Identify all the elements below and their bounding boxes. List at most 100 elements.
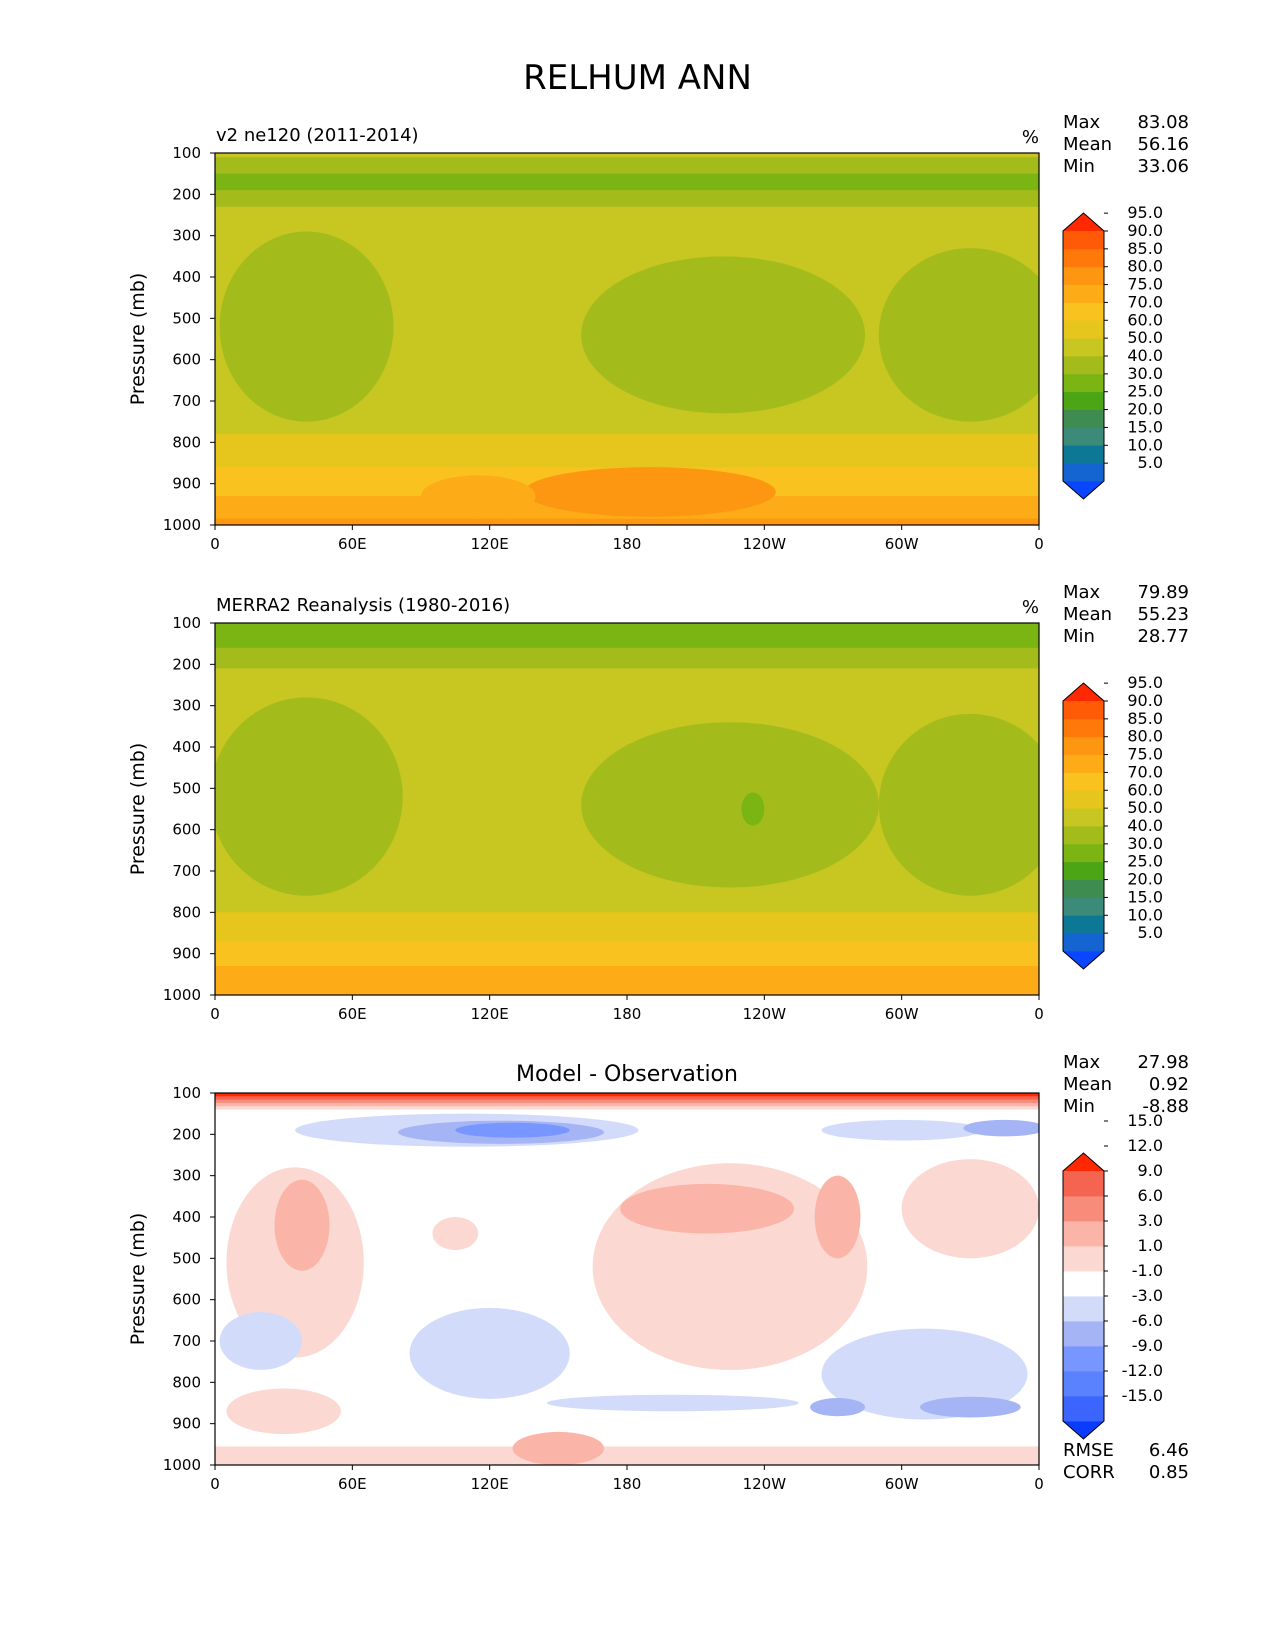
colorbar-tick-label: 50.0: [1127, 328, 1163, 347]
x-tick-label: 180: [613, 535, 642, 553]
colorbar-segment: [1063, 933, 1104, 952]
colorbar-segment: [1063, 826, 1104, 845]
x-tick-label: 60E: [338, 1475, 367, 1493]
colorbar-segment: [1063, 1271, 1104, 1297]
colorbar-segment: [1063, 1221, 1104, 1247]
y-tick-label: 800: [172, 903, 201, 921]
x-tick-label: 0: [1034, 1005, 1044, 1023]
y-tick-label: 300: [172, 697, 201, 715]
y-tick-label: 100: [172, 144, 201, 162]
colorbar-extend-max: [1063, 213, 1104, 231]
x-tick-label: 0: [1034, 535, 1044, 553]
colorbar-segment: [1063, 772, 1104, 791]
stat-label-mean: Mean: [1063, 134, 1112, 155]
contour-band-5: [215, 966, 1039, 995]
contour-band-1: [215, 1096, 1039, 1101]
panel-observation: MERRA2 Reanalysis (1980-2016)% 100 200 300 4…: [0, 582, 1275, 1063]
stat-value-max: 79.89: [1137, 582, 1189, 603]
panel-subtitle: MERRA2 Reanalysis (1980-2016): [216, 595, 510, 616]
contour-region-14: [821, 1328, 1028, 1420]
y-tick-label: 200: [172, 185, 201, 203]
stat-value-mean: 56.16: [1137, 134, 1189, 155]
colorbar-tick-label: 25.0: [1127, 852, 1163, 871]
contour-band-1: [215, 157, 1039, 175]
contour-band-3: [215, 912, 1039, 942]
contour-region-4: [421, 475, 536, 517]
colorbar-tick-label: 10.0: [1127, 435, 1163, 454]
x-tick-label: 0: [210, 535, 220, 553]
colorbar-segment: [1063, 808, 1104, 827]
x-tick-label: 60W: [885, 535, 919, 553]
y-tick-label: 500: [172, 309, 201, 327]
colorbar-tick-label: -9.0: [1132, 1336, 1163, 1355]
y-tick-label: 700: [172, 392, 201, 410]
colorbar-segment: [1063, 754, 1104, 773]
colorbar-outline: [1062, 1152, 1105, 1440]
chart-svg: MERRA2 Reanalysis (1980-2016) % 100 200 300 4…: [127, 582, 1189, 1023]
colorbar-tick-label: -3.0: [1132, 1286, 1163, 1305]
contour-region-15: [810, 1398, 866, 1417]
colorbar-segment: [1063, 427, 1104, 446]
panel-subtitle: Model - Observation: [516, 1062, 738, 1087]
contour-region-17: [546, 1394, 799, 1412]
contour-region-1: [581, 722, 879, 888]
metric-value-corr: 0.85: [1149, 1462, 1189, 1483]
colorbar-segment: [1063, 1171, 1104, 1197]
y-tick-label: 1000: [163, 516, 201, 534]
colorbar-tick-label: 80.0: [1127, 727, 1163, 746]
y-tick-label: 400: [172, 1208, 201, 1226]
contour-region-0: [219, 231, 394, 422]
contour-region-19: [512, 1431, 605, 1465]
y-tick-label: 100: [172, 614, 201, 632]
colorbar-tick-label: 15.0: [1127, 887, 1163, 906]
colorbar-segment: [1063, 790, 1104, 809]
contour-band-0: [215, 153, 1039, 158]
colorbar-segment: [1063, 338, 1104, 357]
x-tick-label: 60E: [338, 1005, 367, 1023]
colorbar-tick-label: 30.0: [1127, 834, 1163, 853]
colorbar-tick-label: 60.0: [1127, 780, 1163, 799]
colorbar-tick-label: 85.0: [1127, 239, 1163, 258]
stat-label-max: Max: [1063, 112, 1101, 133]
colorbar-tick-label: 50.0: [1127, 798, 1163, 817]
colorbar-tick-label: -15.0: [1122, 1386, 1163, 1405]
stat-value-mean: 0.92: [1149, 1074, 1189, 1095]
colorbar-tick-label: 40.0: [1127, 346, 1163, 365]
colorbar-segment: [1063, 1296, 1104, 1322]
colorbar-tick-label: 30.0: [1127, 364, 1163, 383]
colorbar-segment: [1063, 409, 1104, 428]
colorbar-extend-min: [1063, 481, 1104, 499]
y-tick-label: 600: [172, 1291, 201, 1309]
colorbar-tick-label: -1.0: [1132, 1261, 1163, 1280]
colorbar-outline: [1062, 682, 1105, 970]
colorbar-segment: [1063, 231, 1104, 250]
stat-value-min: -8.88: [1142, 1096, 1189, 1117]
colorbar-segment: [1063, 302, 1104, 321]
colorbar-tick-label: -12.0: [1122, 1361, 1163, 1380]
contour-region-1: [581, 256, 866, 414]
contour-band-0: [215, 1093, 1039, 1097]
y-tick-label: 100: [172, 1084, 201, 1102]
metric-label-corr: CORR: [1063, 1462, 1115, 1483]
colorbar-tick-label: 20.0: [1127, 400, 1163, 419]
y-tick-label: 500: [172, 1249, 201, 1267]
colorbar-tick-label: 90.0: [1127, 221, 1163, 240]
contour-region-2: [878, 713, 1039, 896]
contour-band-3: [215, 190, 1039, 208]
colorbar-tick-label: 9.0: [1138, 1161, 1163, 1180]
plot-area: [215, 1093, 1039, 1465]
stat-label-min: Min: [1063, 626, 1095, 647]
x-tick-label: 120E: [471, 535, 509, 553]
contour-region-3: [524, 467, 776, 517]
colorbar-segment: [1063, 320, 1104, 339]
stat-label-max: Max: [1063, 1052, 1101, 1073]
colorbar-segment: [1063, 373, 1104, 393]
contour-region-3: [741, 792, 765, 826]
x-tick-label: 0: [210, 1475, 220, 1493]
contour-region-4: [963, 1119, 1039, 1137]
y-tick-label: 600: [172, 821, 201, 839]
x-tick-label: 120E: [471, 1005, 509, 1023]
contour-region-0: [215, 697, 403, 896]
x-tick-label: 0: [1034, 1475, 1044, 1493]
